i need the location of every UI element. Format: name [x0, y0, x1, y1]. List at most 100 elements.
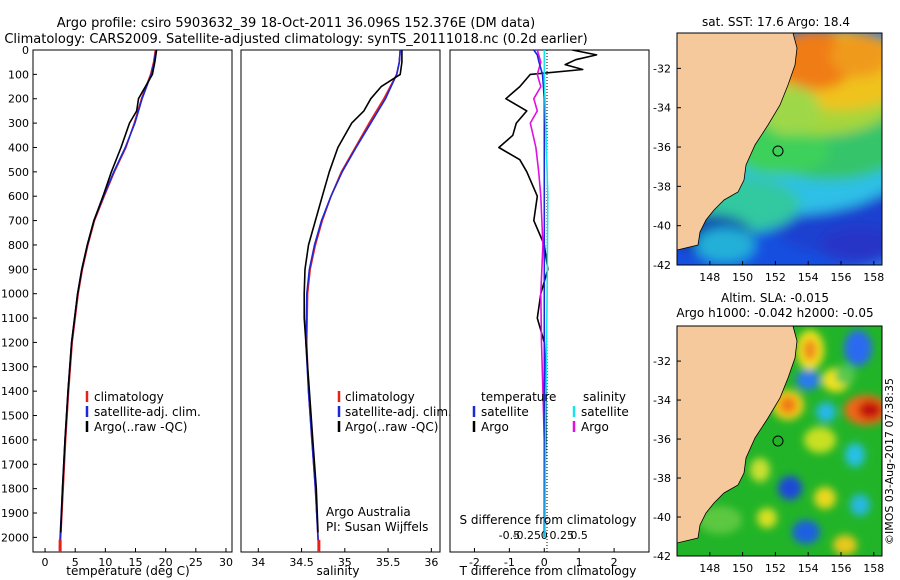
x-tick-label: 15	[129, 556, 143, 569]
map-y-tick-label: -32	[653, 355, 671, 368]
x-tick-label: 0	[42, 556, 49, 569]
sla-map: Altim. SLA: -0.015 Argo h1000: -0.042 h2…	[653, 291, 884, 575]
series-line-salinity-satellite	[543, 50, 549, 538]
legend-label-sal-satellite: satellite	[581, 405, 629, 419]
salinity-xlabel: salinity	[316, 564, 359, 578]
depth-tick-label: 800	[8, 239, 29, 252]
difference-legend-temperature: temperature satellite Argo	[472, 390, 556, 434]
legend-label-argo: Argo(..raw -QC)	[94, 420, 187, 434]
legend-label-climatology: climatology	[345, 390, 415, 404]
depth-tick-label: 700	[8, 215, 29, 228]
map-x-tick-label: 148	[699, 562, 720, 575]
salinity-tick-labels: 34 34.5 35 35.5 36	[251, 548, 438, 569]
x-tick-label: 0	[541, 556, 548, 569]
x-tick-label: -2	[469, 556, 480, 569]
legend-label-satellite: satellite-adj. clim.	[94, 405, 201, 419]
salinity-annotation-line1: Argo Australia	[326, 505, 411, 519]
salinity-panel: 34 34.5 35 35.5 36 salinity climatology sate…	[240, 49, 452, 578]
x-tick-label: -1	[504, 556, 515, 569]
difference-lines	[498, 50, 598, 538]
x-tick-label: 36	[424, 556, 438, 569]
difference-legend-salinity: salinity satellite Argo	[572, 390, 629, 434]
s-tick-label: -0.5	[499, 529, 520, 542]
sst-land	[677, 33, 798, 251]
depth-tick-label: 1800	[1, 483, 29, 496]
legend-heading-salinity: salinity	[583, 390, 626, 404]
temperature-legend: climatology satellite-adj. clim. Argo(..…	[85, 390, 201, 434]
map-y-tick-label: -40	[653, 511, 671, 524]
legend-label-climatology: climatology	[94, 390, 164, 404]
map-y-tick-label: -38	[653, 472, 671, 485]
depth-tick-label: 400	[8, 141, 29, 154]
series-line-argo-raw-qc-	[59, 50, 158, 533]
legend-label-temp-argo: Argo	[481, 420, 509, 434]
difference-axes-box	[449, 49, 650, 553]
depth-tick-label: 100	[8, 68, 29, 81]
depth-tick-label: 1300	[1, 361, 29, 374]
map-x-tick-label: 156	[831, 562, 852, 575]
depth-tick-label: 1200	[1, 336, 29, 349]
sst-tick-labels: 148 150 152 154 156 158 -32 -34 -36 -38 -40 -42	[653, 62, 884, 284]
s-tick-label: 0.25	[549, 529, 574, 542]
map-y-tick-label: -34	[653, 394, 671, 407]
map-y-tick-label: -36	[653, 141, 671, 154]
depth-tick-label: 1900	[1, 507, 29, 520]
legend-label-satellite: satellite-adj. clim.	[345, 405, 452, 419]
salinity-lines	[303, 50, 403, 552]
sst-axes-box	[676, 32, 883, 266]
series-line-satellite-adj-clim-	[305, 50, 401, 550]
map-y-tick-label: -32	[653, 62, 671, 75]
depth-tick-label: 0	[22, 44, 29, 57]
x-tick-label: 34.5	[289, 556, 314, 569]
depth-tick-label: 1600	[1, 434, 29, 447]
sla-argo-position-marker	[772, 435, 784, 447]
map-x-tick-label: 150	[732, 271, 753, 284]
legend-heading-temperature: temperature	[481, 390, 556, 404]
depth-tick-label: 1400	[1, 385, 29, 398]
series-line-argo-raw-qc-	[303, 50, 403, 533]
map-x-tick-label: 152	[765, 562, 786, 575]
x-tick-label: 34	[251, 556, 265, 569]
header-line1: Argo profile: csiro 5903632_39 18-Oct-20…	[57, 16, 535, 31]
sla-land	[677, 326, 798, 544]
sla-field	[698, 330, 882, 555]
sst-map: sat. SST: 17.6 Argo: 18.4	[653, 15, 884, 284]
x-tick-label: 20	[159, 556, 173, 569]
map-y-tick-label: -36	[653, 433, 671, 446]
depth-tick-label: 900	[8, 263, 29, 276]
salinity-annotation-line2: PI: Susan Wijffels	[326, 520, 428, 534]
x-tick-label: 30	[219, 556, 233, 569]
temperature-axes-box	[32, 49, 233, 553]
legend-label-sal-argo: Argo	[581, 420, 609, 434]
map-y-tick-label: -42	[653, 259, 671, 272]
map-y-tick-label: -38	[653, 180, 671, 193]
difference-panel: -2 -1 0 1 2-0.5-0.25 0 0.250.5 T difference fr…	[449, 49, 650, 578]
legend-label-argo: Argo(..raw -QC)	[345, 420, 438, 434]
map-x-tick-label: 150	[732, 562, 753, 575]
difference-xlabel-bottom: T difference from climatology	[459, 564, 637, 578]
depth-tick-label: 1100	[1, 312, 29, 325]
depth-tick-label: 200	[8, 93, 29, 106]
temperature-tick-labels: 0 5 10 15 20 25 30	[42, 548, 233, 569]
map-x-tick-label: 158	[863, 271, 884, 284]
temperature-panel: 0100200300400500600700800900100011001200…	[1, 44, 453, 578]
salinity-legend: climatology satellite-adj. clim. Argo(..…	[337, 390, 452, 434]
sst-map-title: sat. SST: 17.6 Argo: 18.4	[702, 15, 850, 29]
temperature-xlabel: temperature (deg C)	[66, 564, 189, 578]
map-x-tick-label: 148	[699, 271, 720, 284]
map-y-tick-label: -42	[653, 550, 671, 563]
series-line-temperature-satellite	[533, 50, 546, 538]
s-tick-label: -0.25	[513, 529, 541, 542]
x-tick-label: 1	[576, 556, 583, 569]
difference-tick-labels: -2 -1 0 1 2-0.5-0.25 0 0.250.5	[469, 529, 618, 569]
difference-xlabel-top: S difference from climatology	[460, 513, 637, 527]
depth-tick-labels: 0 100 200 300 400 500 600 700 800 900 1000 1100 1200…	[1, 44, 453, 544]
depth-tick-label: 2000	[1, 531, 29, 544]
x-tick-label: 10	[98, 556, 112, 569]
depth-tick-label: 500	[8, 166, 29, 179]
salinity-axes-box	[240, 49, 441, 553]
sla-map-title-line1: Altim. SLA: -0.015	[721, 291, 829, 305]
legend-label-temp-satellite: satellite	[481, 405, 529, 419]
sst-argo-position-marker	[772, 145, 784, 157]
